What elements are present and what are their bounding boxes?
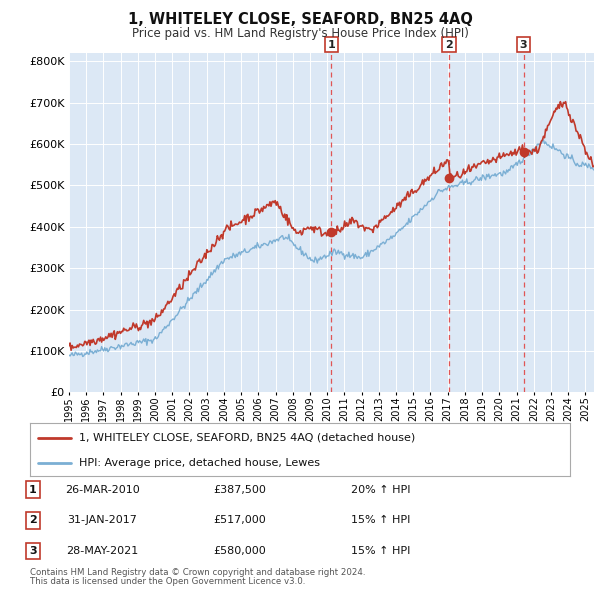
Text: 20% ↑ HPI: 20% ↑ HPI xyxy=(351,485,410,494)
Text: 1, WHITELEY CLOSE, SEAFORD, BN25 4AQ (detached house): 1, WHITELEY CLOSE, SEAFORD, BN25 4AQ (de… xyxy=(79,433,415,443)
Text: HPI: Average price, detached house, Lewes: HPI: Average price, detached house, Lewe… xyxy=(79,458,320,468)
Text: 15% ↑ HPI: 15% ↑ HPI xyxy=(351,546,410,556)
Text: 1: 1 xyxy=(29,485,37,494)
Text: 31-JAN-2017: 31-JAN-2017 xyxy=(67,516,137,525)
Text: Price paid vs. HM Land Registry's House Price Index (HPI): Price paid vs. HM Land Registry's House … xyxy=(131,27,469,40)
Text: 2: 2 xyxy=(29,516,37,525)
Text: 3: 3 xyxy=(29,546,37,556)
Text: Contains HM Land Registry data © Crown copyright and database right 2024.: Contains HM Land Registry data © Crown c… xyxy=(30,568,365,577)
Text: 26-MAR-2010: 26-MAR-2010 xyxy=(65,485,139,494)
Text: 3: 3 xyxy=(520,40,527,50)
Text: This data is licensed under the Open Government Licence v3.0.: This data is licensed under the Open Gov… xyxy=(30,577,305,586)
Text: 1: 1 xyxy=(327,40,335,50)
Text: £517,000: £517,000 xyxy=(214,516,266,525)
Text: 28-MAY-2021: 28-MAY-2021 xyxy=(66,546,138,556)
Text: £387,500: £387,500 xyxy=(214,485,266,494)
Text: 1, WHITELEY CLOSE, SEAFORD, BN25 4AQ: 1, WHITELEY CLOSE, SEAFORD, BN25 4AQ xyxy=(128,12,472,27)
Text: 2: 2 xyxy=(445,40,453,50)
Text: £580,000: £580,000 xyxy=(214,546,266,556)
Text: 15% ↑ HPI: 15% ↑ HPI xyxy=(351,516,410,525)
